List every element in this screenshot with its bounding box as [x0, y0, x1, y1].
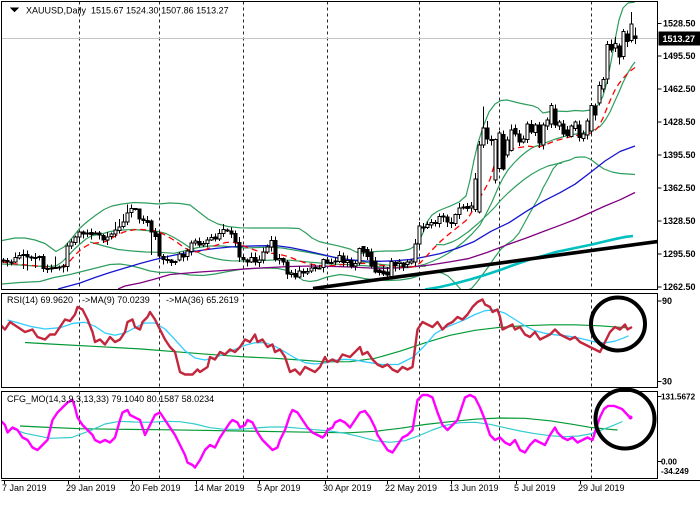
svg-text:90: 90: [662, 296, 672, 306]
svg-text:30 Apr 2019: 30 Apr 2019: [323, 483, 372, 493]
svg-text:0.00: 0.00: [661, 458, 677, 467]
svg-text:CFG_MO(14,3,9,3,13,33) 79.1040: CFG_MO(14,3,9,3,13,33) 79.1040 80.1587 5…: [7, 394, 214, 404]
svg-text:1495.50: 1495.50: [663, 51, 696, 61]
svg-text:7 Jan 2019: 7 Jan 2019: [2, 483, 47, 493]
svg-text:1528.50: 1528.50: [663, 19, 696, 29]
svg-text:-34.249: -34.249: [661, 467, 689, 476]
svg-text:22 May 2019: 22 May 2019: [385, 483, 437, 493]
svg-text:13 Jun 2019: 13 Jun 2019: [449, 483, 499, 493]
svg-text:1428.50: 1428.50: [663, 117, 696, 127]
svg-text:1515.67 1524.30 1507.86 1513.2: 1515.67 1524.30 1507.86 1513.27: [91, 6, 229, 16]
svg-text:14 Mar 2019: 14 Mar 2019: [194, 483, 245, 493]
svg-text:5 Jul 2019: 5 Jul 2019: [514, 483, 556, 493]
svg-text:20 Feb 2019: 20 Feb 2019: [130, 483, 181, 493]
svg-text:131.5672: 131.5672: [661, 393, 696, 402]
svg-text:29 Jul 2019: 29 Jul 2019: [578, 483, 625, 493]
svg-text:29 Jan 2019: 29 Jan 2019: [66, 483, 116, 493]
svg-text:1362.50: 1362.50: [663, 183, 696, 193]
svg-text:1295.50: 1295.50: [663, 249, 696, 259]
svg-text:1262.50: 1262.50: [663, 282, 696, 292]
svg-text:XAUUSD,Daily: XAUUSD,Daily: [26, 6, 87, 16]
svg-text:1513.27: 1513.27: [663, 34, 696, 44]
svg-text:1328.50: 1328.50: [663, 216, 696, 226]
svg-text:RSI(14) 69.9620: RSI(14) 69.9620: [7, 295, 73, 305]
svg-text:1462.50: 1462.50: [663, 84, 696, 94]
svg-text:5 Apr 2019: 5 Apr 2019: [257, 483, 301, 493]
svg-text:->MA(36) 65.2619: ->MA(36) 65.2619: [166, 295, 239, 305]
svg-text:->MA(9) 70.0239: ->MA(9) 70.0239: [82, 295, 150, 305]
svg-text:30: 30: [662, 377, 672, 387]
svg-text:1395.50: 1395.50: [663, 150, 696, 160]
